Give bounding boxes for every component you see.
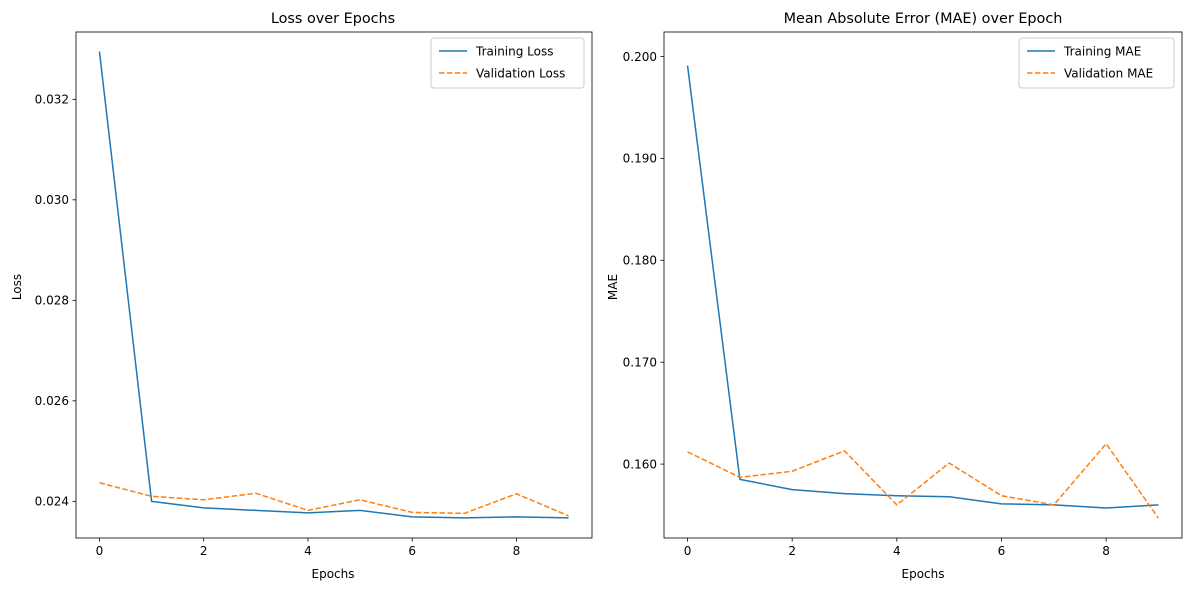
- legend-box: [430, 37, 585, 89]
- legend-label-1: Validation Loss: [476, 66, 565, 80]
- y-tick-label: 0.030: [35, 193, 69, 207]
- chart-mae: Mean Absolute Error (MAE) over Epoch 0 2 4…: [606, 11, 1183, 581]
- x-tick-label: 2: [200, 544, 208, 558]
- y-tick-label: 0.028: [35, 294, 69, 308]
- chart-loss: Loss over Epochs 0 2 4 6 8 0.024 0.026 0.028 0.0…: [10, 11, 593, 581]
- y-tick-label: 0.190: [623, 152, 657, 166]
- x-tick-label: 8: [1102, 544, 1110, 558]
- x-tick-label: 2: [788, 544, 796, 558]
- y-axis-label: Loss: [10, 274, 24, 300]
- x-tick-label: 4: [893, 544, 901, 558]
- series-line-0: [98, 51, 569, 519]
- legend: Training MAE Validation MAE: [1018, 37, 1175, 89]
- y-tick-label: 0.180: [623, 254, 657, 268]
- x-tick-label: 0: [684, 544, 692, 558]
- series-layer: [686, 65, 1160, 519]
- legend-box: [1018, 37, 1175, 89]
- plot-frame: [75, 31, 593, 539]
- axes-layer: 0 2 4 6 8 0.160 0.170 0.180 0.190 0.200: [623, 31, 1183, 558]
- series-layer: [98, 51, 569, 519]
- y-tick-label: 0.170: [623, 355, 657, 369]
- x-tick-label: 0: [96, 544, 104, 558]
- legend: Training Loss Validation Loss: [430, 37, 585, 89]
- plot-frame: [663, 31, 1183, 539]
- legend-label-0: Training Loss: [475, 44, 553, 58]
- x-tick-label: 4: [304, 544, 312, 558]
- y-tick-label: 0.200: [623, 50, 657, 64]
- chart-title: Loss over Epochs: [271, 11, 395, 27]
- x-tick-label: 6: [998, 544, 1006, 558]
- y-tick-label: 0.032: [35, 93, 69, 107]
- axes-layer: 0 2 4 6 8 0.024 0.026 0.028 0.030 0.032: [35, 31, 593, 558]
- x-tick-label: 8: [513, 544, 521, 558]
- legend-label-0: Training MAE: [1063, 44, 1141, 58]
- series-line-1: [99, 482, 569, 517]
- y-axis-label: MAE: [606, 274, 620, 300]
- y-tick-label: 0.024: [35, 495, 69, 509]
- x-tick-label: 6: [408, 544, 416, 558]
- chart-title: Mean Absolute Error (MAE) over Epoch: [784, 11, 1063, 27]
- x-axis-label: Epochs: [312, 567, 355, 581]
- x-axis-label: Epochs: [902, 567, 945, 581]
- legend-label-1: Validation MAE: [1064, 66, 1153, 80]
- y-tick-label: 0.160: [623, 457, 657, 471]
- series-line-0: [686, 65, 1159, 509]
- y-tick-label: 0.026: [35, 394, 69, 408]
